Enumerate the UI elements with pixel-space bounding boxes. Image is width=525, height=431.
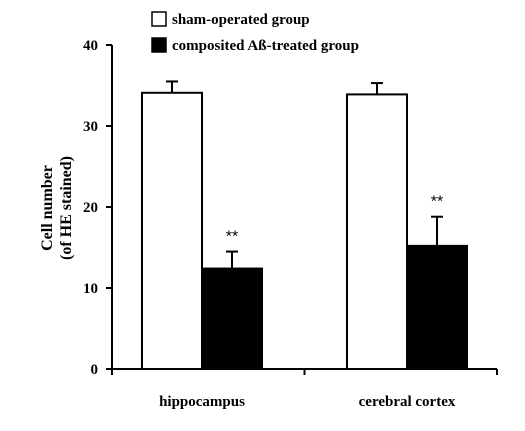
legend-label-1: composited Aß-treated group [172, 38, 359, 54]
bar-0-1 [346, 93, 408, 370]
bar-1-0 [201, 267, 263, 370]
y-tick-label-1: 10 [83, 281, 98, 297]
y-axis-title-line-1: Cell number [39, 165, 56, 251]
x-tick-label-1: cerebral cortex [359, 394, 456, 410]
significance-label-1-1: ** [431, 194, 443, 211]
y-tick-label-4: 40 [83, 38, 98, 54]
plot-area: 0 10 20 30 40 hippocampus cerebral cortex ** ** [83, 38, 498, 410]
y-tick-label-0: 0 [91, 362, 99, 378]
legend-swatch-1 [151, 37, 167, 53]
significance-label-1-0: ** [226, 229, 238, 246]
y-tick-label-2: 20 [83, 200, 98, 216]
legend-swatch-0 [151, 11, 167, 27]
x-tick-label-0: hippocampus [159, 394, 245, 410]
y-axis-title-line-2: (of HE stained) [58, 156, 75, 260]
bar-1-1 [406, 244, 468, 371]
y-tick-label-3: 30 [83, 119, 98, 135]
y-axis-title: Cell number (of HE stained) [39, 156, 75, 260]
bar-0-0 [141, 91, 203, 370]
legend: sham-operated group composited Aß-treated… [151, 11, 359, 54]
legend-label-0: sham-operated group [172, 12, 310, 28]
